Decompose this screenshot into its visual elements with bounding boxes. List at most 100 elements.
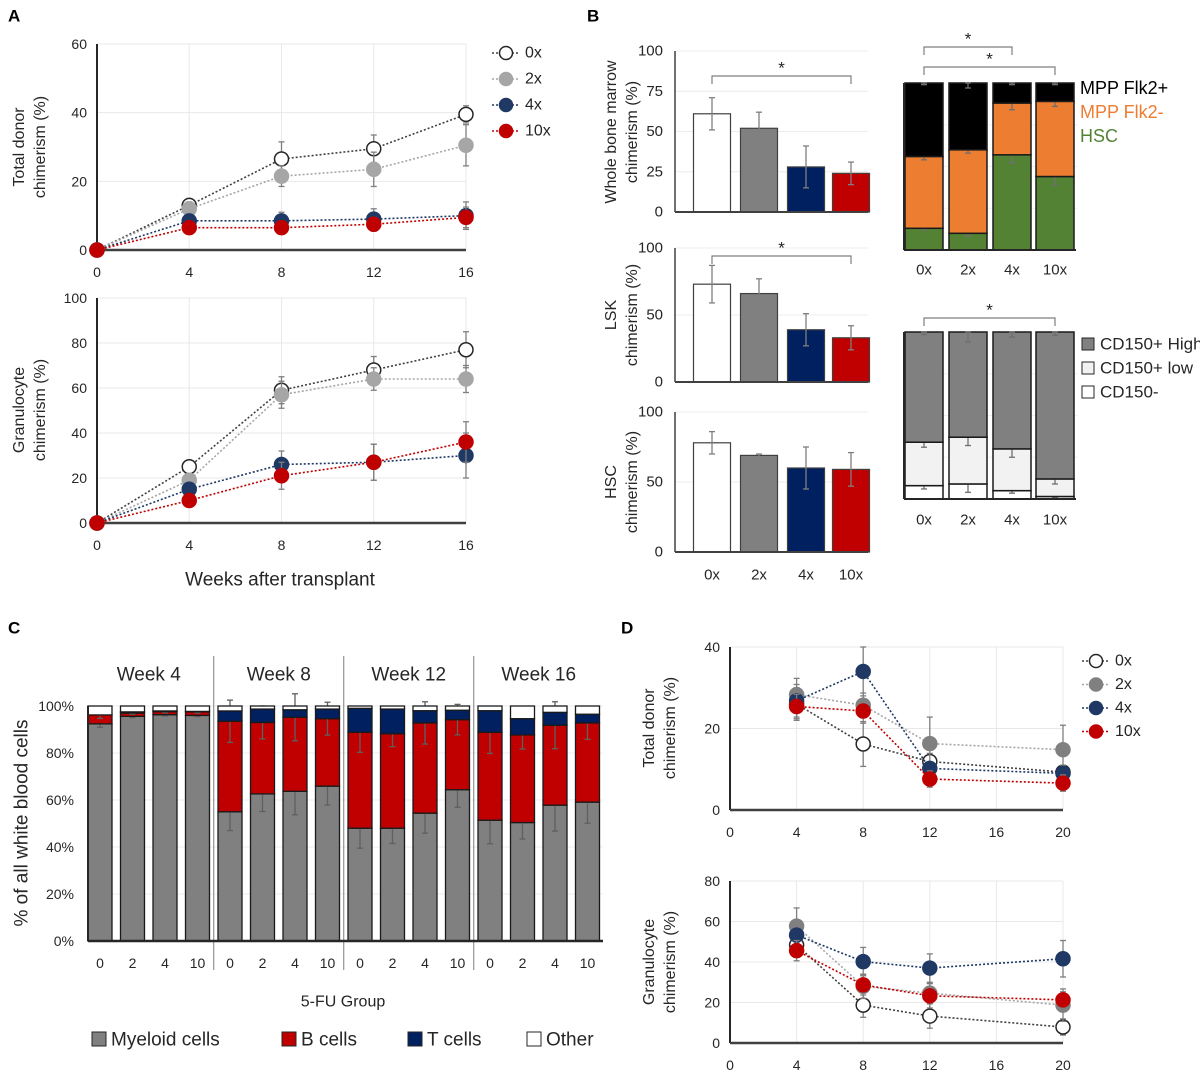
stacked-bar-chart: 0x 2x 4x 10x * * HSC MPP Flk2- MPP Flk2+ <box>903 30 1168 279</box>
data-point <box>788 698 805 715</box>
series-line <box>796 934 1064 969</box>
data-point <box>458 434 474 450</box>
y-tick-label: 60 <box>704 914 720 930</box>
data-point <box>273 151 290 167</box>
legend-label: 10x <box>525 123 551 140</box>
y-tick-label: 50 <box>646 307 663 324</box>
series-10x <box>89 206 474 258</box>
line-chart: 0 20 40 60 80 0 4 8 12 16 20 Granulocyte chimerism (… <box>641 873 1071 1073</box>
bar-segment <box>948 149 988 235</box>
y-tick-label: 20 <box>71 173 87 189</box>
legend-item: 10x <box>492 123 551 140</box>
bar-chart: 0 50 100 LSK chimerism (%) * <box>603 239 871 391</box>
legend-item: Other <box>526 1030 594 1051</box>
y-axis-title-text: % of all white blood cells <box>12 720 33 927</box>
data-point <box>458 106 474 123</box>
data-point <box>458 342 474 358</box>
bar-segment <box>948 82 988 151</box>
x-tick-label: 12 <box>366 264 382 280</box>
panel-label: B <box>587 7 599 26</box>
significance-star: * <box>986 301 993 320</box>
bar-segment <box>379 827 406 942</box>
significance-star: * <box>986 50 993 69</box>
x-tick-label: 2 <box>389 955 397 971</box>
x-tick-label: 4 <box>551 955 559 971</box>
data-point <box>1055 775 1071 791</box>
data-point <box>855 977 871 993</box>
legend-label: CD150+ low <box>1100 359 1194 378</box>
data-point <box>366 371 382 387</box>
y-axis-title-line: chimerism (%) <box>624 431 641 533</box>
x-tick-label: 10 <box>580 955 596 971</box>
y-axis-title-line: LSK <box>603 300 620 331</box>
x-tick-label: 20 <box>1055 1057 1071 1073</box>
bar-segment <box>444 705 471 711</box>
bar-segment <box>87 723 113 942</box>
x-tick-label: 2x <box>960 262 976 279</box>
legend-label: MPP Flk2- <box>1080 102 1164 122</box>
series-4x <box>788 926 1071 983</box>
legend-marker <box>1088 653 1104 669</box>
y-axis-title-line: Whole bone marrow <box>603 60 620 204</box>
data-point <box>273 168 290 184</box>
bar-segment <box>379 705 406 710</box>
data-point <box>922 771 938 787</box>
y-axis-title-line: chimerism (%) <box>662 911 679 1013</box>
bar <box>692 442 732 553</box>
bar-segment <box>249 793 276 942</box>
panel-label: A <box>8 7 20 26</box>
y-tick-label: 0 <box>655 544 663 561</box>
y-tick-label: 80 <box>71 335 87 351</box>
legend-swatch <box>1081 337 1095 351</box>
y-tick-label: 0 <box>79 515 87 531</box>
bar-segment <box>184 714 211 942</box>
x-tick-label: 4 <box>793 1057 801 1073</box>
x-tick-label: 4x <box>1004 512 1020 529</box>
legend-swatch <box>526 1031 542 1047</box>
data-point <box>1055 1019 1071 1035</box>
group-label: Week 16 <box>501 665 576 686</box>
legend-item: 0x <box>492 45 542 62</box>
legend-item: 2x <box>492 71 542 88</box>
legend-marker <box>498 71 514 87</box>
x-tick-label: 16 <box>458 264 474 280</box>
legend-marker <box>498 45 514 61</box>
legend-marker <box>498 123 514 139</box>
data-point <box>366 161 382 178</box>
x-tick-label: 10x <box>1043 262 1068 279</box>
legend-swatch <box>91 1031 107 1047</box>
bar-segment <box>347 705 373 709</box>
x-tick-label: 8 <box>278 537 286 553</box>
data-point <box>181 492 197 509</box>
y-tick-label: 0 <box>655 374 663 391</box>
bar-segment <box>509 718 536 736</box>
x-tick-label: 8 <box>859 1057 867 1073</box>
legend-item: CD150+ low <box>1081 359 1194 378</box>
legend-item: MPP Flk2+ <box>1080 78 1168 98</box>
bar-segment <box>904 441 944 487</box>
bar-segment <box>1035 175 1075 251</box>
y-tick-label: 100 <box>64 290 88 306</box>
bar-segment <box>477 705 503 712</box>
legend-item: CD150- <box>1081 383 1159 402</box>
series-line <box>796 705 1064 784</box>
bar-segment <box>542 711 568 726</box>
x-tick-label: 0x <box>916 512 932 529</box>
y-axis-title: Granulocyte chimerism (%) <box>11 359 49 461</box>
x-tick-label: 16 <box>458 537 474 553</box>
x-tick-label: 2x <box>960 512 976 529</box>
bar-segment <box>347 731 373 829</box>
legend-label: B cells <box>301 1030 357 1051</box>
y-tick-label: 0 <box>79 242 87 258</box>
data-point <box>366 216 382 232</box>
y-axis-title: Total donor chimerism (%) <box>11 96 49 198</box>
x-axis-title: Weeks after transplant <box>185 570 375 591</box>
series-10x <box>788 939 1071 1009</box>
bar-chart: 0 50 100 0x 2x 4x 10x HSC chimerism (%) <box>603 404 871 584</box>
legend-swatch <box>1081 385 1095 399</box>
bar-segment <box>152 714 178 942</box>
bar-segment <box>542 705 568 713</box>
legend-label: CD150- <box>1100 383 1159 402</box>
data-point <box>273 219 290 236</box>
x-tick-label: 16 <box>989 1057 1005 1073</box>
